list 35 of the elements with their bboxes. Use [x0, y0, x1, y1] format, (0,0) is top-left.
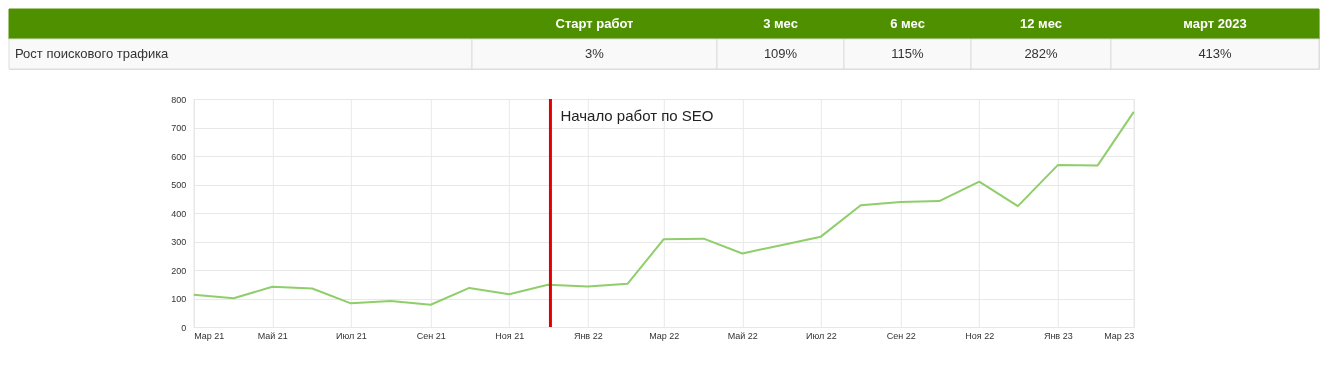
text: 3% — [585, 46, 604, 61]
y-tick-label: 100 — [171, 294, 187, 304]
x-tick-label: Май 22 — [727, 330, 758, 341]
y-tick-label: 600 — [171, 151, 187, 162]
category-label: 6 мес — [890, 16, 925, 31]
text: 115% — [891, 46, 924, 61]
y-tick-label: 300 — [171, 237, 187, 247]
text: 109% — [763, 46, 798, 61]
category-label: март 2023 — [1183, 16, 1247, 31]
x-tick-label: Мар 22 — [649, 330, 680, 341]
category-label: Старт работ — [555, 16, 634, 31]
ref-line-label: Начало работ по SEO — [560, 107, 714, 124]
line-series — [192, 110, 1135, 306]
x-tick-label: Июл 22 — [805, 330, 837, 341]
x-tick-label: Мар 21 — [194, 330, 225, 341]
y-tick-label: 0 — [181, 322, 187, 333]
y-tick-label: 800 — [171, 94, 187, 105]
x-tick-label: Июл 21 — [335, 330, 367, 341]
y-tick-label: 400 — [171, 208, 187, 219]
category-label: 3 мес — [763, 16, 798, 31]
y-tick-label: 500 — [171, 180, 187, 190]
text: 413% — [1198, 46, 1232, 61]
x-tick-label: Сен 22 — [886, 330, 916, 341]
category-label: 12 мес — [1020, 16, 1062, 31]
x-tick-label: Мар 23 — [1104, 330, 1135, 341]
x-tick-label: Янв 23 — [1043, 330, 1073, 341]
x-tick-label: Май 21 — [257, 330, 288, 341]
x-tick-label: Янв 22 — [573, 330, 603, 341]
text: Рост поискового трафика — [15, 46, 170, 61]
x-tick-label: Ноя 21 — [495, 330, 525, 341]
x-tick-label: Сен 21 — [416, 330, 446, 341]
y-tick-label: 700 — [171, 123, 187, 133]
x-tick-label: Ноя 22 — [965, 330, 995, 341]
y-tick-label: 200 — [171, 265, 187, 276]
text: 282% — [1024, 46, 1058, 61]
